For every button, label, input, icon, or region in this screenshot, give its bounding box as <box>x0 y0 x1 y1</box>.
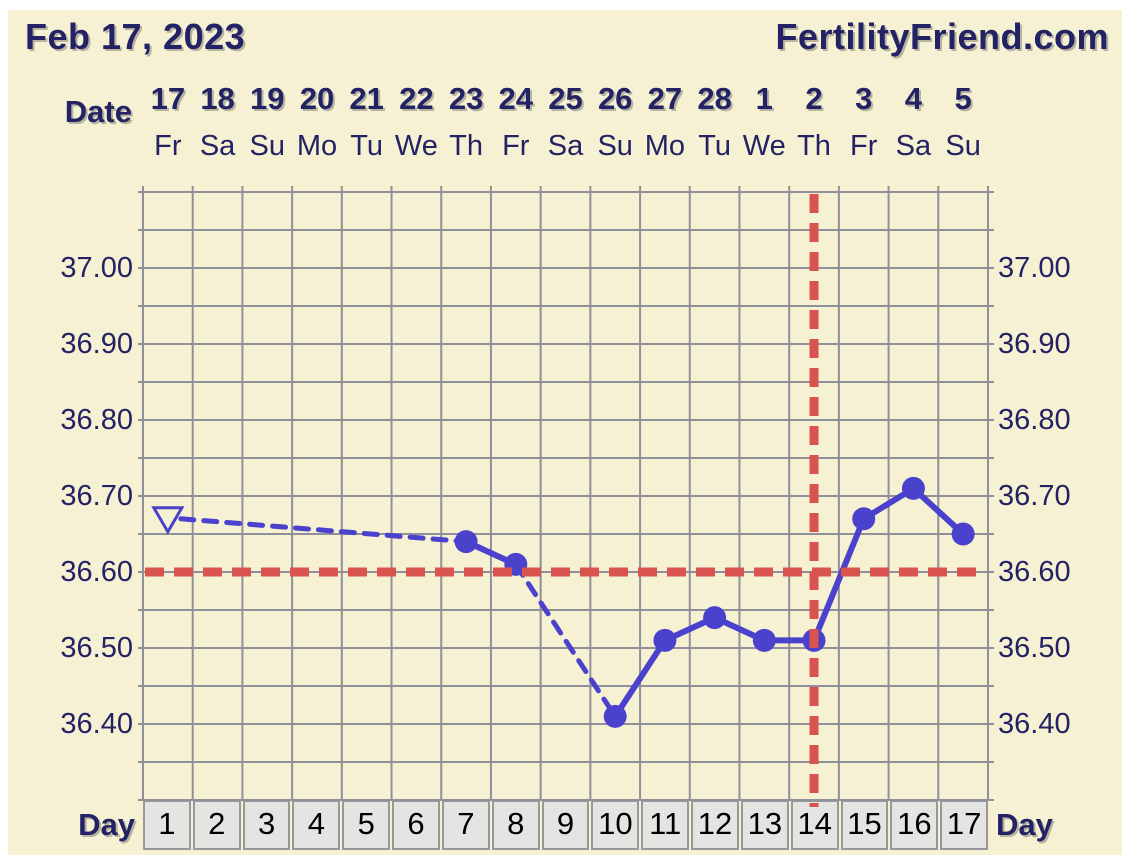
cycle-day-cell: 14 <box>790 800 839 850</box>
date-number: 18 <box>200 81 235 116</box>
date-number: 27 <box>647 81 683 116</box>
date-number: 2 <box>805 81 823 116</box>
chart-date-title: Feb 17, 2023 <box>25 16 246 57</box>
weekday: Fr <box>154 130 182 162</box>
weekday: Fr <box>850 130 878 162</box>
date-number: 21 <box>349 81 384 116</box>
site-brand: FertilityFriend.com <box>775 16 1109 57</box>
weekday: Fr <box>502 130 530 162</box>
temp-tick-label-left: 36.90 <box>60 328 133 360</box>
weekday: Th <box>797 130 831 162</box>
date-number: 5 <box>954 81 972 116</box>
temp-tick-label-left: 36.70 <box>60 480 133 512</box>
cycle-day-cell: 10 <box>591 800 640 850</box>
temp-tick-label-left: 36.40 <box>60 708 133 740</box>
day-axis-label-right: Day <box>996 807 1053 842</box>
weekday: Su <box>945 130 981 162</box>
date-numbers-row: 17 18 19 20 21 22 23 24 25 26 27 28 1 2 3 4 5 <box>143 82 988 116</box>
temp-tick-label-right: 37.00 <box>998 252 1071 284</box>
date-number: 25 <box>548 81 583 116</box>
temp-tick-label-left: 37.00 <box>60 252 133 284</box>
cycle-day-cell: 5 <box>342 800 391 850</box>
weekday: Tu <box>698 130 731 162</box>
cycle-day-cell: 7 <box>441 800 490 850</box>
temp-tick-label-right: 36.60 <box>998 556 1071 588</box>
date-number: 24 <box>498 81 534 116</box>
date-number: 1 <box>755 81 773 116</box>
temp-tick-label-right: 36.40 <box>998 708 1071 740</box>
cycle-day-cell: 11 <box>641 800 690 850</box>
temp-tick-label-right: 36.90 <box>998 328 1071 360</box>
cycle-day-cell: 13 <box>740 800 789 850</box>
cycle-day-band: 1 2 3 4 5 6 7 8 9 10 11 12 13 14 15 16 17 <box>143 800 989 850</box>
temp-tick-label-left: 36.50 <box>60 632 133 664</box>
date-number: 4 <box>904 81 923 116</box>
weekday: Th <box>449 130 483 162</box>
cycle-day-cell: 8 <box>491 800 540 850</box>
weekday: Mo <box>644 130 686 162</box>
weekday: Sa <box>199 130 236 162</box>
weekday: Su <box>249 130 285 162</box>
date-number: 22 <box>399 81 434 116</box>
cycle-day-cell: 16 <box>890 800 939 850</box>
temp-tick-label-right: 36.80 <box>998 404 1071 436</box>
date-number: 23 <box>448 81 484 116</box>
cycle-day-cell: 1 <box>143 800 191 850</box>
temp-tick-label-left: 36.80 <box>60 404 133 436</box>
date-number: 3 <box>855 81 873 116</box>
cycle-day-cell: 15 <box>840 800 889 850</box>
date-axis-label: Date <box>64 94 132 129</box>
date-number: 26 <box>597 81 633 116</box>
weekday: Sa <box>547 130 584 162</box>
temp-tick-label-left: 36.60 <box>60 556 133 588</box>
date-number: 19 <box>250 81 285 116</box>
cycle-day-cell: 6 <box>392 800 440 850</box>
temp-tick-label-right: 36.50 <box>998 632 1071 664</box>
weekday: Mo <box>296 130 338 162</box>
date-number: 20 <box>299 81 335 116</box>
date-number: 17 <box>150 81 186 116</box>
weekday: Tu <box>350 130 384 162</box>
cycle-day-cell: 17 <box>940 800 989 850</box>
cycle-day-cell: 12 <box>691 800 739 850</box>
cycle-day-cell: 4 <box>292 800 341 850</box>
weekday: We <box>394 130 438 162</box>
cycle-day-cell: 2 <box>192 800 241 850</box>
weekday: Sa <box>895 130 932 162</box>
date-number: 28 <box>697 81 732 116</box>
weekday: Su <box>597 130 633 162</box>
weekday-row: Fr Sa Su Mo Tu We Th Fr Sa Su Mo Tu We Th Fr Sa Su <box>143 130 988 162</box>
day-axis-label-left: Day <box>78 807 135 842</box>
cycle-day-cell: 9 <box>541 800 590 850</box>
temp-tick-label-right: 36.70 <box>998 480 1071 512</box>
cycle-day-cell: 3 <box>242 800 291 850</box>
weekday: We <box>742 130 786 162</box>
